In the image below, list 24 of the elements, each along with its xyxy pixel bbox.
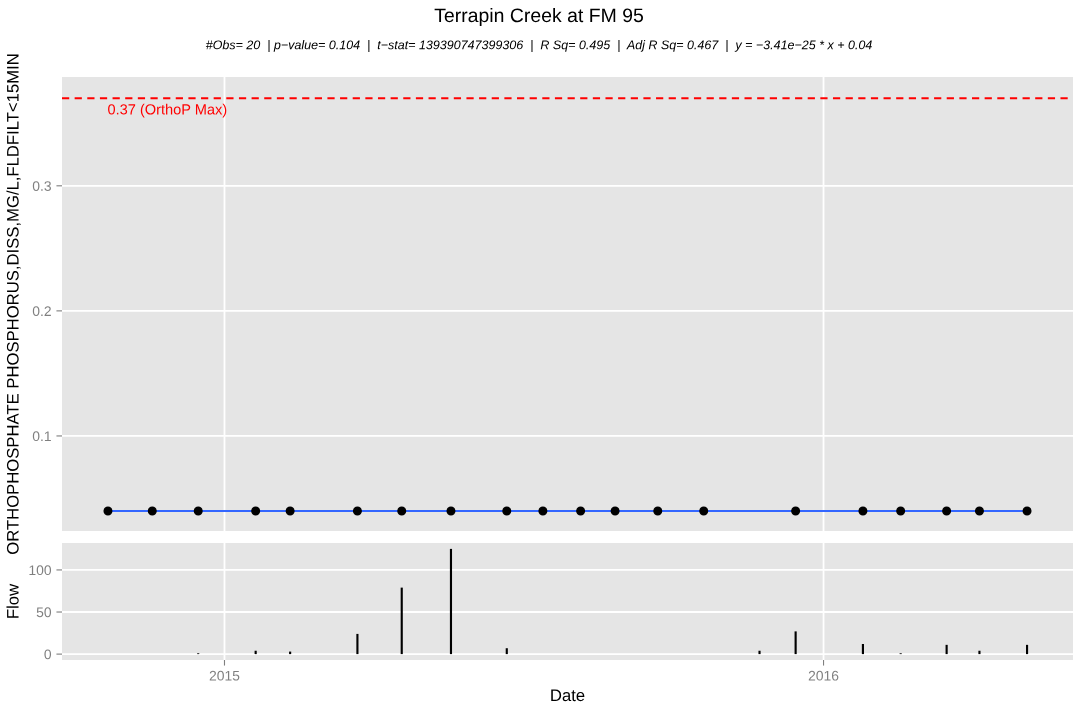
bar <box>400 587 403 655</box>
y-tick-label: 0.3 <box>32 181 51 191</box>
x-tick-label: 2015 <box>209 670 240 681</box>
x-tick-label: 2016 <box>808 670 839 681</box>
ref-line-label: 0.37 (OrthoP Max) <box>108 103 227 118</box>
y-tick-label: 0.2 <box>32 306 51 317</box>
bar <box>861 644 864 655</box>
bar <box>794 631 797 655</box>
y-tick-label: 50 <box>36 607 52 618</box>
bar <box>978 650 981 655</box>
x-axis-title: Date <box>551 689 585 702</box>
bar <box>758 650 761 655</box>
bar <box>449 548 453 655</box>
y-axis-title: ORTHOPHOSPHATE PHOSPHORUS,DISS,MG/L,FLDFILT<15MIN <box>6 54 21 554</box>
bar <box>356 633 359 655</box>
bar <box>505 648 508 655</box>
bar <box>1025 644 1029 655</box>
y-axis-title: Flow <box>6 583 19 618</box>
y-tick-label: 100 <box>29 565 52 576</box>
chart-title: Terrapin Creek at FM 95 <box>434 7 644 27</box>
bar <box>945 644 948 655</box>
chart-subtitle: #Obs= 20 | p−value= 0.104 | t−stat= 139390747399306 | R Sq= 0.495 | Adj R Sq= 0.467 | y = −3.41e−25 * x + 0.04 <box>205 40 872 52</box>
y-tick-label: 0.1 <box>32 431 51 442</box>
y-tick-label: 0 <box>44 649 52 660</box>
